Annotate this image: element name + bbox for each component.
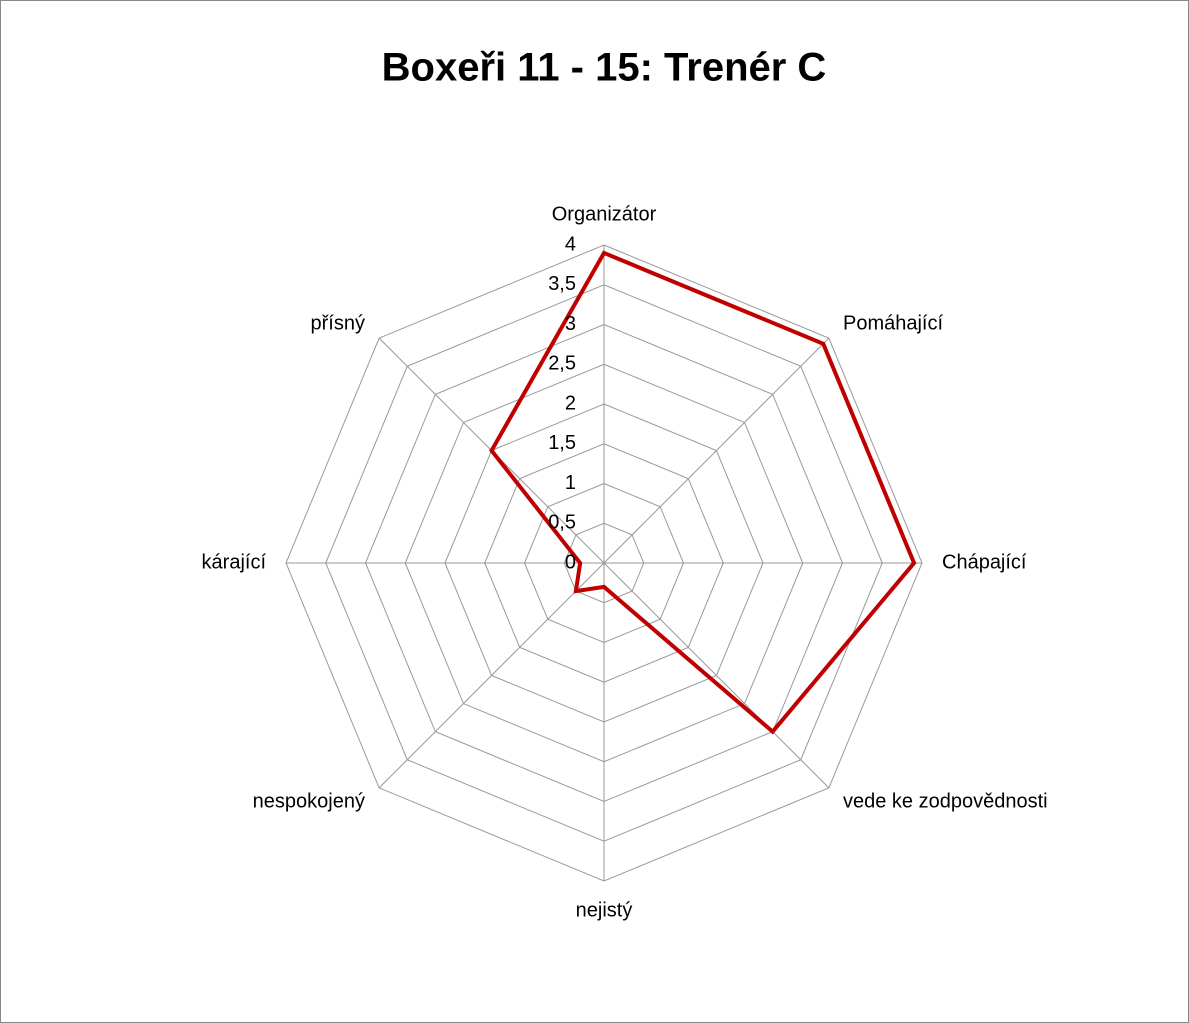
grid-ring [285, 244, 923, 882]
tick-label: 2,5 [548, 353, 576, 375]
category-label: kárající [202, 551, 267, 573]
chart-title: Boxeři 11 - 15: Trenér C [382, 46, 827, 90]
tick-label: 4 [565, 233, 576, 255]
category-label: Pomáhající [843, 312, 943, 334]
tick-label: 0,5 [548, 512, 576, 534]
tick-label: 1,5 [548, 432, 576, 454]
grid-ring [325, 284, 883, 842]
category-label: nespokojený [253, 790, 365, 812]
tick-label: 1 [565, 472, 576, 494]
tick-label: 3 [565, 313, 576, 335]
series-line [489, 250, 917, 735]
grid-ring [563, 522, 645, 604]
tick-label: 0 [565, 551, 576, 573]
category-label: Organizátor [552, 203, 657, 225]
tick-label: 2 [565, 392, 576, 414]
category-label: Chápající [942, 551, 1027, 573]
grid-ring [364, 323, 844, 803]
tick-label: 3,5 [548, 273, 576, 295]
grid-ring [523, 482, 685, 644]
grid-ring [484, 443, 724, 683]
grid-ring [404, 363, 804, 763]
grid-ring [444, 403, 764, 723]
category-label: nejistý [576, 899, 633, 921]
category-label: vede ke zodpovědnosti [843, 790, 1048, 812]
category-label: přísný [311, 312, 365, 334]
